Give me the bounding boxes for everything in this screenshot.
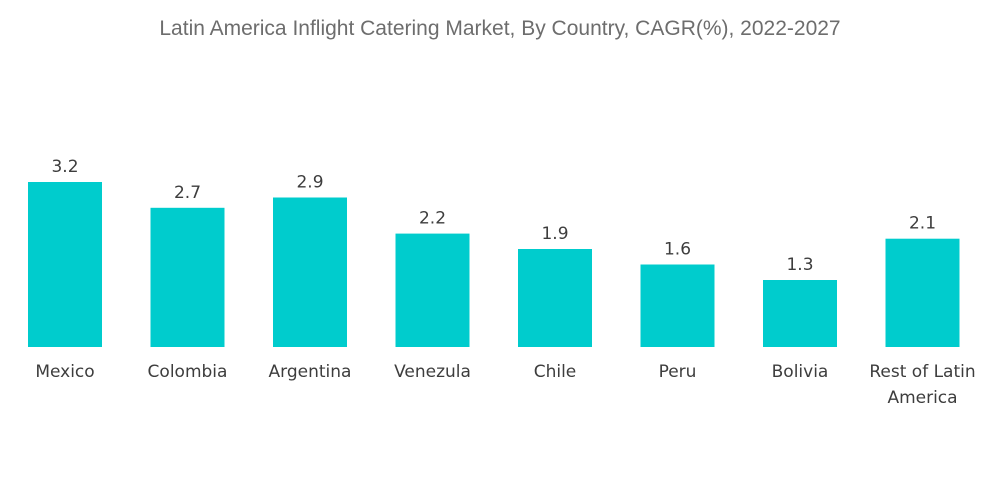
bar-rest-of-latin-america [885,238,960,347]
bars-layer [28,182,960,347]
bar-mexico [28,182,102,347]
value-label: 1.9 [541,224,568,244]
category-label: Argentina [269,362,352,382]
bar-chile [518,249,592,347]
value-label: 2.9 [296,173,323,193]
category-label: Peru [659,362,697,382]
bar-argentina [273,197,347,347]
value-label: 1.6 [664,240,691,260]
category-label: Mexico [35,362,94,382]
bar-peru [640,264,715,347]
value-label: 3.2 [51,157,78,177]
category-labels-layer: Mexico Colombia Argentina Venezula Chile Peru… [35,362,975,408]
bar-bolivia [763,280,837,347]
value-labels-layer: 3.2 2.7 2.9 2.2 1.9 1.6 1.3 2.1 [51,157,936,275]
value-label: 2.1 [909,214,936,234]
bar-colombia [150,207,225,347]
value-label: 1.3 [786,255,813,275]
bar-venezula [395,233,470,347]
value-label: 2.2 [419,209,446,229]
value-label: 2.7 [174,183,201,203]
category-label: Rest of Latin America [869,362,975,408]
category-label: Bolivia [772,362,829,382]
category-label: Colombia [148,362,228,382]
category-label: Chile [534,362,577,382]
chart-title: Latin America Inflight Catering Market, … [159,17,841,40]
category-label: Venezula [394,362,471,382]
